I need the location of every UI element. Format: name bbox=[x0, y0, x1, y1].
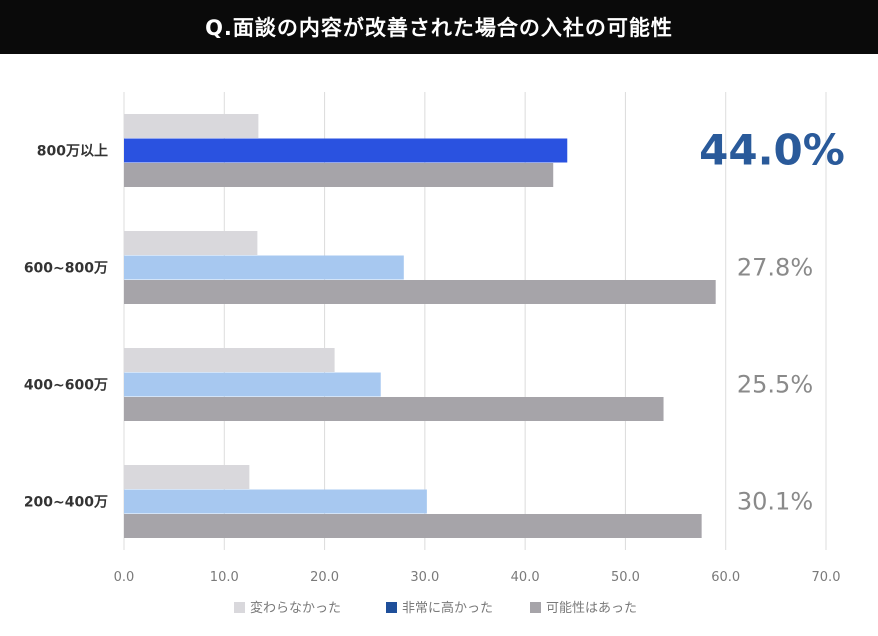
bar bbox=[124, 489, 427, 514]
bar bbox=[124, 138, 568, 163]
x-tick-label: 50.0 bbox=[611, 570, 640, 585]
category-label: 600~800万 bbox=[24, 261, 108, 277]
legend: 変わらなかった 非常に高かった 可能性はあった bbox=[234, 600, 637, 616]
x-tick-label: 20.0 bbox=[310, 570, 339, 585]
category-label: 400~600万 bbox=[24, 378, 108, 394]
category-label: 800万以上 bbox=[37, 144, 108, 160]
bar bbox=[124, 372, 381, 397]
category-labels: 800万以上 600~800万 400~600万 200~400万 bbox=[24, 144, 108, 511]
category-label: 200~400万 bbox=[24, 495, 108, 511]
bar bbox=[124, 231, 258, 255]
bar-chart: 800万以上 600~800万 400~600万 200~400万 0.0 10.0 20… bbox=[24, 92, 845, 616]
bar bbox=[124, 114, 259, 138]
percent-annotations: 44.0% 27.8% 25.5% 30.1% bbox=[699, 126, 845, 516]
chart-title: Q.面談の内容が改善された場合の入社の可能性 bbox=[0, 0, 878, 54]
percent-annotation: 25.5% bbox=[737, 371, 813, 399]
legend-label: 非常に高かった bbox=[402, 600, 493, 616]
x-tick-label: 0.0 bbox=[114, 570, 135, 585]
legend-label: 変わらなかった bbox=[250, 600, 341, 616]
x-tick-label: 70.0 bbox=[812, 570, 841, 585]
x-tick-label: 10.0 bbox=[210, 570, 239, 585]
bar bbox=[124, 163, 554, 187]
x-tick-label: 60.0 bbox=[711, 570, 740, 585]
percent-annotation: 27.8% bbox=[737, 254, 813, 282]
bar bbox=[124, 465, 250, 489]
percent-annotation: 30.1% bbox=[737, 488, 813, 516]
x-tick-label: 30.0 bbox=[410, 570, 439, 585]
legend-swatch bbox=[530, 602, 541, 613]
x-tick-labels: 0.0 10.0 20.0 30.0 40.0 50.0 60.0 70.0 bbox=[114, 570, 841, 585]
bar bbox=[124, 348, 335, 372]
bar bbox=[124, 255, 404, 280]
legend-label: 可能性はあった bbox=[546, 601, 637, 616]
bars bbox=[124, 114, 716, 538]
bar bbox=[124, 514, 702, 538]
bar bbox=[124, 280, 716, 304]
legend-swatch bbox=[234, 602, 245, 613]
legend-swatch bbox=[386, 602, 397, 613]
bar bbox=[124, 397, 664, 421]
percent-annotation: 44.0% bbox=[699, 126, 845, 175]
x-tick-label: 40.0 bbox=[511, 570, 540, 585]
